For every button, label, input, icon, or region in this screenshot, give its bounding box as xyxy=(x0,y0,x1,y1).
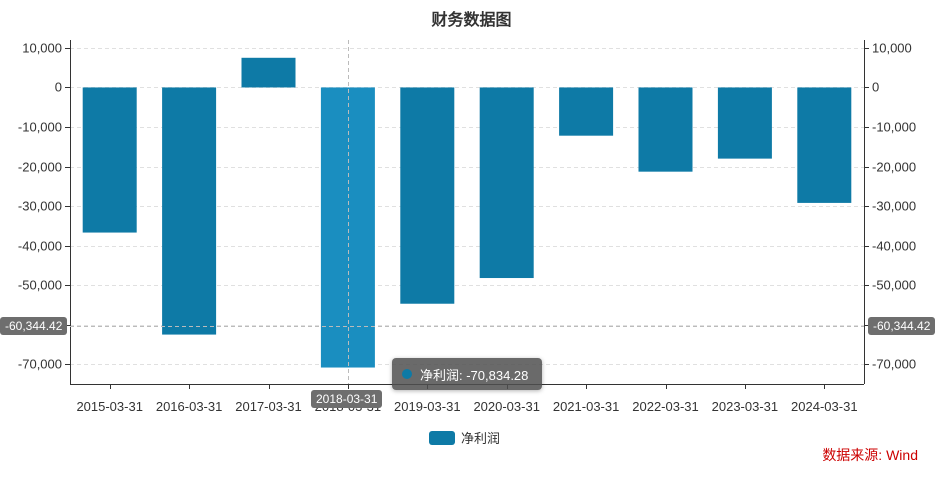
bar[interactable] xyxy=(162,87,217,335)
x-tick-label: 2021-03-31 xyxy=(553,399,620,414)
bars xyxy=(82,57,852,368)
x-tick-label: 2016-03-31 xyxy=(156,399,223,414)
y-tick-label-right: 0 xyxy=(872,80,879,95)
chart-title: 财务数据图 xyxy=(431,12,512,29)
bar[interactable] xyxy=(241,57,296,88)
y-tick-label-right: -50,000 xyxy=(872,278,916,293)
bar[interactable] xyxy=(479,87,534,279)
bar[interactable] xyxy=(717,87,772,159)
y-tick-label-left: -70,000 xyxy=(18,357,62,372)
source-note: 数据来源: Wind xyxy=(822,447,918,463)
x-tick-label: 2015-03-31 xyxy=(76,399,143,414)
y-tick-label-right: -30,000 xyxy=(872,199,916,214)
y-tick-label-left: 10,000 xyxy=(22,41,62,56)
axes: 10,000 10,000 0 0 -10,000 -10,000 -20,000 -20,0… xyxy=(18,40,916,414)
y-tick-label-right: -70,000 xyxy=(872,357,916,372)
bar[interactable] xyxy=(400,87,455,304)
y-tick-label-left: -40,000 xyxy=(18,239,62,254)
x-tick-label: 2023-03-31 xyxy=(712,399,779,414)
axis-pointer-right-label: -60,344.42 xyxy=(868,317,936,335)
legend[interactable]: 净利润 xyxy=(429,428,500,447)
bar[interactable] xyxy=(797,87,852,203)
y-tick-label-left: -50,000 xyxy=(18,278,62,293)
y-tick-label-left: 0 xyxy=(55,80,62,95)
y-tick-label-left: -20,000 xyxy=(18,160,62,175)
y-tick-label-right: -40,000 xyxy=(872,239,916,254)
axis-pointer-x-label: 2018-03-31 xyxy=(311,390,383,408)
tooltip: 净利润: -70,834.28 xyxy=(392,358,543,390)
y-tick-label-right: -10,000 xyxy=(872,120,916,135)
y-tick-label-right: 10,000 xyxy=(872,41,912,56)
x-tick-label: 2024-03-31 xyxy=(791,399,858,414)
bar[interactable] xyxy=(82,87,137,233)
tooltip-series-dot xyxy=(402,369,412,379)
x-tick-label: 2022-03-31 xyxy=(632,399,699,414)
tooltip-text: 净利润: -70,834.28 xyxy=(420,367,529,383)
axis-pointer xyxy=(70,40,864,384)
legend-label: 净利润 xyxy=(461,431,501,446)
x-tick-label: 2020-03-31 xyxy=(473,399,540,414)
y-tick-label-left: -30,000 xyxy=(18,199,62,214)
y-tick-label-left: -10,000 xyxy=(18,120,62,135)
x-tick-label: 2017-03-31 xyxy=(235,399,302,414)
bar[interactable] xyxy=(320,87,375,368)
y-tick-label-right: -20,000 xyxy=(872,160,916,175)
x-tick-label: 2019-03-31 xyxy=(394,399,461,414)
bar[interactable] xyxy=(638,87,693,172)
axis-pointer-left-label: -60,344.42 xyxy=(0,317,68,335)
legend-swatch xyxy=(429,430,455,445)
bar[interactable] xyxy=(559,87,614,136)
